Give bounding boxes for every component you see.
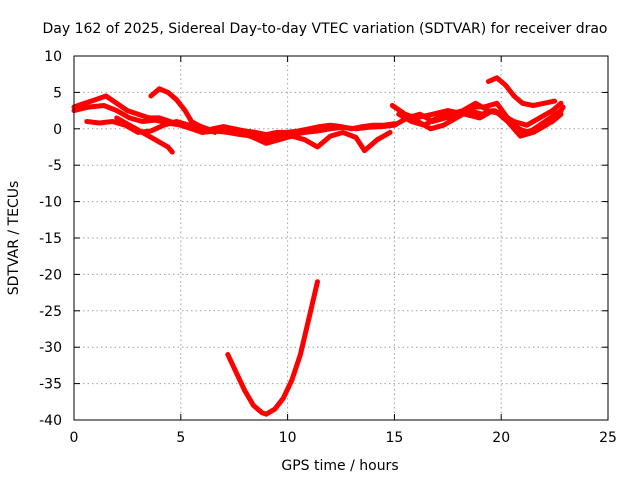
y-tick-label: -30 <box>39 340 62 356</box>
series-arc-5 <box>148 86 218 135</box>
y-tick-label: -25 <box>39 304 62 320</box>
y-tick-label: -10 <box>39 195 62 211</box>
series-layer <box>71 75 566 417</box>
y-tick-label: -15 <box>39 231 62 247</box>
y-tick-label: 0 <box>53 122 62 138</box>
series-arc-11 <box>225 279 320 417</box>
x-tick-label: 15 <box>385 430 403 446</box>
series-arc-2 <box>71 103 397 143</box>
chart-title: Day 162 of 2025, Sidereal Day-to-day VTE… <box>42 21 607 37</box>
series-arc-9 <box>485 75 558 108</box>
x-tick-label: 0 <box>70 430 79 446</box>
y-tick-labels: 10 5 0 -5 -10 -15 -20 -25 -30 -35 -40 <box>39 49 62 429</box>
ticks <box>73 55 609 421</box>
series-arc-4 <box>114 115 175 155</box>
x-tick-label: 10 <box>279 430 297 446</box>
y-tick-label: -20 <box>39 267 62 283</box>
x-tick-label: 25 <box>599 430 617 446</box>
y-tick-label: -5 <box>48 158 62 174</box>
x-tick-labels: 0 5 10 15 20 25 <box>70 430 617 446</box>
series-arc-10 <box>402 108 564 135</box>
y-tick-label: 10 <box>44 49 62 65</box>
x-tick-label: 5 <box>176 430 185 446</box>
x-axis-label: GPS time / hours <box>281 458 398 474</box>
x-tick-label: 20 <box>492 430 510 446</box>
y-axis-label: SDTVAR / TECUs <box>6 181 22 296</box>
y-tick-label: -40 <box>39 413 62 429</box>
y-tick-label: 5 <box>53 85 62 101</box>
y-tick-label: -35 <box>39 377 62 393</box>
